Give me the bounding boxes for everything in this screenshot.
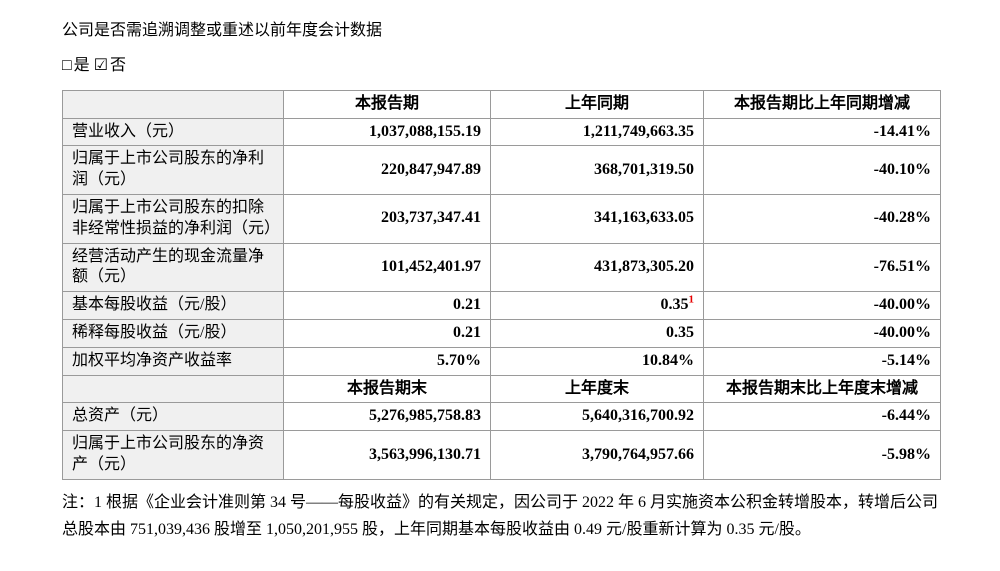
- table-row-net-assets: 归属于上市公司股东的净资产（元） 3,563,996,130.71 3,790,…: [62, 430, 941, 480]
- table-corner-cell: [62, 374, 284, 404]
- col-header-period-change: 本报告期比上年同期增减: [703, 89, 941, 119]
- cell-prior-period: 3,790,764,957.66: [490, 430, 704, 480]
- row-label: 归属于上市公司股东的净资产（元）: [62, 430, 284, 480]
- cell-change: -40.00%: [703, 291, 941, 320]
- cell-current-period: 101,452,401.97: [283, 242, 491, 293]
- cell-current-period: 220,847,947.89: [283, 145, 491, 195]
- cell-prior-period: 5,640,316,700.92: [490, 402, 704, 432]
- checkbox-unchecked-icon: □: [62, 57, 72, 75]
- cell-change: -6.44%: [703, 402, 941, 432]
- row-label: 稀释每股收益（元/股）: [62, 318, 284, 348]
- cell-change: -76.51%: [703, 242, 941, 293]
- table-row-operating-cash-flow: 经营活动产生的现金流量净额（元） 101,452,401.97 431,873,…: [62, 242, 941, 293]
- table-row-diluted-eps: 稀释每股收益（元/股） 0.21 0.35 -40.00%: [62, 318, 941, 348]
- table-row-net-profit: 归属于上市公司股东的净利润（元） 220,847,947.89 368,701,…: [62, 145, 941, 195]
- cell-current-period: 0.21: [283, 318, 491, 348]
- cell-current-period: 203,737,347.41: [283, 193, 491, 244]
- cell-current-period: 0.21: [283, 291, 491, 320]
- table-row-net-profit-excl-nonrecurring: 归属于上市公司股东的扣除非经常性损益的净利润（元） 203,737,347.41…: [62, 193, 941, 244]
- report-page: 公司是否需追溯调整或重述以前年度会计数据 □ 是 ☑ 否 本报告期 上年同期 本报告期…: [62, 22, 942, 538]
- cell-prior-period: 431,873,305.20: [490, 242, 704, 293]
- question-text: 公司是否需追溯调整或重述以前年度会计数据: [62, 22, 383, 39]
- table-corner-cell: [62, 89, 284, 119]
- financial-summary-table: 本报告期 上年同期 本报告期比上年同期增减 营业收入（元） 1,037,088,…: [62, 89, 941, 480]
- checkbox-checked-icon: ☑: [93, 57, 109, 75]
- cell-current-period: 5.70%: [283, 346, 491, 376]
- cell-prior-period: 0.351: [490, 291, 704, 320]
- cell-prior-period: 1,211,749,663.35: [490, 117, 704, 147]
- cell-current-period: 5,276,985,758.83: [283, 402, 491, 432]
- cell-value: 0.35: [660, 296, 689, 314]
- cell-change: -5.14%: [703, 346, 941, 376]
- table-row-revenue: 营业收入（元） 1,037,088,155.19 1,211,749,663.3…: [62, 117, 941, 147]
- table-header-row-period-end: 本报告期末 上年度末 本报告期末比上年度末增减: [62, 374, 941, 404]
- col-header-prior-year-end: 上年度末: [490, 374, 704, 404]
- cell-change: -14.41%: [703, 117, 941, 147]
- col-header-period-end-change: 本报告期末比上年度末增减: [703, 374, 941, 404]
- cell-prior-period: 10.84%: [490, 346, 704, 376]
- row-label: 归属于上市公司股东的净利润（元）: [62, 145, 284, 195]
- col-header-prior-period: 上年同期: [490, 89, 704, 119]
- row-label: 总资产（元）: [62, 402, 284, 432]
- footnote-text: 注：1 根据《企业会计准则第 34 号——每股收益》的有关规定，因公司于 202…: [62, 493, 939, 538]
- option-no-label: 否: [110, 57, 127, 75]
- footnote-ref-1: 1: [688, 293, 695, 306]
- option-no: ☑ 否: [94, 57, 126, 74]
- table-row-basic-eps: 基本每股收益（元/股） 0.21 0.351 -40.00%: [62, 291, 941, 320]
- table-row-total-assets: 总资产（元） 5,276,985,758.83 5,640,316,700.92…: [62, 402, 941, 432]
- cell-change: -40.10%: [703, 145, 941, 195]
- option-yes-label: 是: [73, 57, 90, 75]
- cell-current-period: 3,563,996,130.71: [283, 430, 491, 480]
- table-header-row-period: 本报告期 上年同期 本报告期比上年同期增减: [62, 89, 941, 119]
- cell-prior-period: 368,701,319.50: [490, 145, 704, 195]
- row-label: 基本每股收益（元/股）: [62, 291, 284, 320]
- cell-change: -5.98%: [703, 430, 941, 480]
- cell-change: -40.00%: [703, 318, 941, 348]
- col-header-current-period: 本报告期: [283, 89, 491, 119]
- restate-options: □ 是 ☑ 否: [62, 55, 942, 77]
- row-label: 营业收入（元）: [62, 117, 284, 147]
- row-label: 加权平均净资产收益率: [62, 346, 284, 376]
- table-row-weighted-avg-roe: 加权平均净资产收益率 5.70% 10.84% -5.14%: [62, 346, 941, 376]
- cell-current-period: 1,037,088,155.19: [283, 117, 491, 147]
- cell-change: -40.28%: [703, 193, 941, 244]
- cell-prior-period: 341,163,633.05: [490, 193, 704, 244]
- row-label: 归属于上市公司股东的扣除非经常性损益的净利润（元）: [62, 193, 284, 244]
- cell-prior-period: 0.35: [490, 318, 704, 348]
- option-yes: □ 是: [62, 57, 90, 74]
- col-header-current-period-end: 本报告期末: [283, 374, 491, 404]
- row-label: 经营活动产生的现金流量净额（元）: [62, 242, 284, 293]
